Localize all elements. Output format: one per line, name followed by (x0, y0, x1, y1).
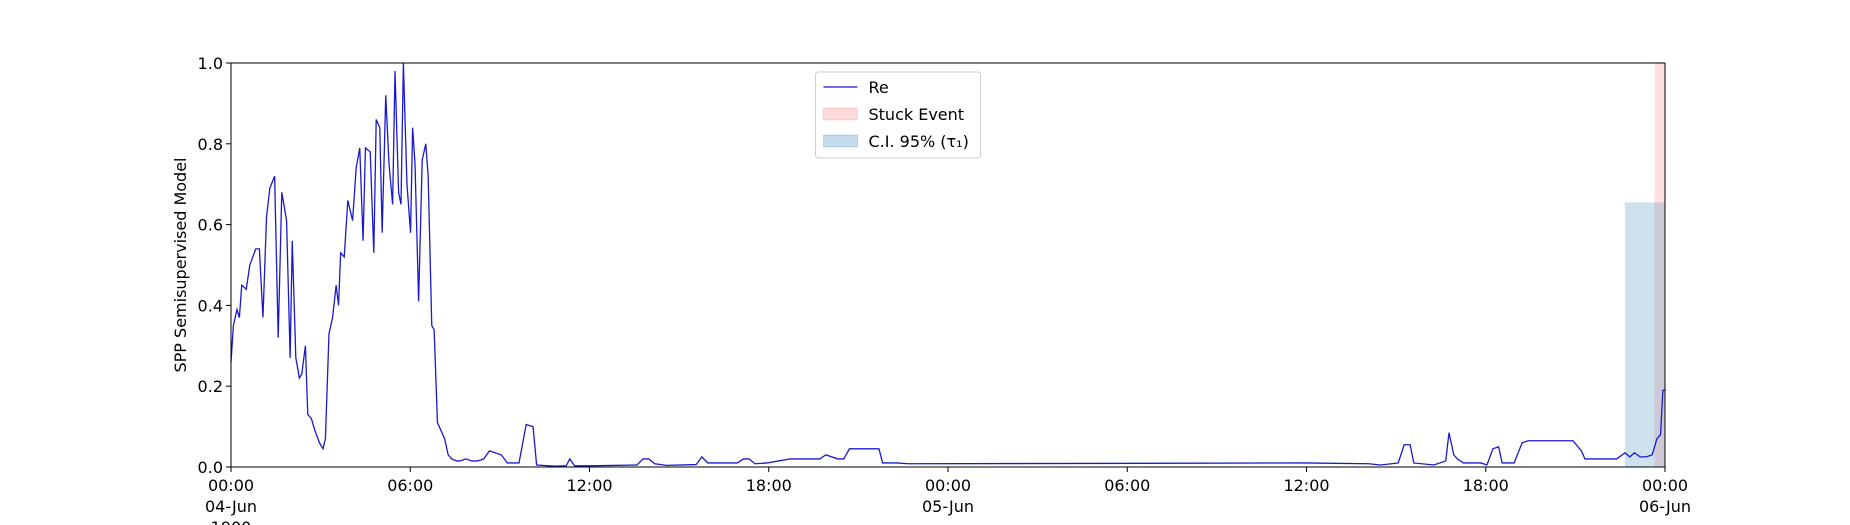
x-tick-label-line: 18:00 (1463, 476, 1509, 495)
y-tick-label: 0.8 (198, 135, 223, 154)
x-tick-label: 18:00 (1463, 476, 1509, 495)
legend-label: C.I. 95% (τ₁) (869, 132, 969, 151)
x-tick-label-line: 1900 (211, 518, 252, 525)
legend-patch (823, 134, 858, 148)
x-tick-label-line: 00:00 (208, 476, 254, 495)
x-tick-label-line: 04-Jun (205, 497, 257, 516)
x-tick-label: 00:00 05-Jun (922, 476, 974, 516)
y-tick-label: 0.4 (198, 296, 223, 315)
x-tick-label: 12:00 (1283, 476, 1329, 495)
x-tick-label: 12:00 (566, 476, 612, 495)
x-tick-label-line: 06:00 (387, 476, 433, 495)
x-tick-label-line: 00:00 (925, 476, 971, 495)
y-tick-label: 0.0 (198, 458, 223, 477)
x-tick-label-line: 18:00 (746, 476, 792, 495)
legend-label: Re (869, 78, 889, 97)
x-tick-label-line: 05-Jun (922, 497, 974, 516)
y-tick-label: 0.2 (198, 377, 223, 396)
shaded-span (1654, 63, 1665, 467)
x-tick-label: 00:00 04-Jun 1900 (205, 476, 257, 525)
x-tick-label-line: 00:00 (1642, 476, 1688, 495)
y-tick-label: 1.0 (198, 54, 223, 73)
x-tick-label: 00:00 06-Jun (1639, 476, 1691, 516)
y-axis-label: SPP Semisupervised Model (171, 158, 190, 373)
legend-label: Stuck Event (869, 105, 965, 124)
legend-box (815, 71, 981, 159)
legend-patch (823, 107, 858, 121)
shaded-span (1624, 202, 1665, 467)
x-tick-label: 06:00 (387, 476, 433, 495)
x-tick-label-line: 06-Jun (1639, 497, 1691, 516)
x-tick-label-line: 06:00 (1104, 476, 1150, 495)
y-tick-label: 0.6 (198, 216, 223, 235)
x-tick-label: 18:00 (746, 476, 792, 495)
data-line (230, 62, 1665, 467)
x-tick-label-line: 12:00 (1283, 476, 1329, 495)
x-tick-label-line: 12:00 (566, 476, 612, 495)
x-tick-label: 06:00 (1104, 476, 1150, 495)
